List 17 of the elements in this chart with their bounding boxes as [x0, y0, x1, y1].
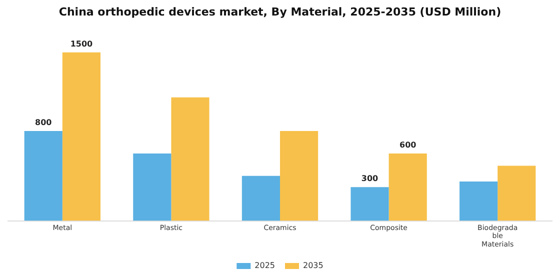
bar — [242, 176, 280, 221]
data-label: 800 — [35, 118, 52, 128]
bar — [62, 52, 100, 221]
legend-label: 2025 — [254, 261, 275, 270]
bar — [280, 131, 318, 221]
bar — [171, 97, 210, 221]
data-label: 300 — [361, 174, 379, 184]
bar — [388, 153, 427, 221]
bar — [24, 131, 62, 221]
bar — [498, 166, 536, 221]
bar — [133, 153, 172, 221]
data-label: 1500 — [70, 40, 94, 49]
legend-label: 2035 — [303, 261, 324, 270]
bar — [350, 187, 389, 221]
bar — [460, 182, 498, 221]
chart-title: China orthopedic devices market, By Material, 2025-2035 (USD Million) — [58, 5, 502, 18]
data-label: 600 — [399, 140, 417, 150]
